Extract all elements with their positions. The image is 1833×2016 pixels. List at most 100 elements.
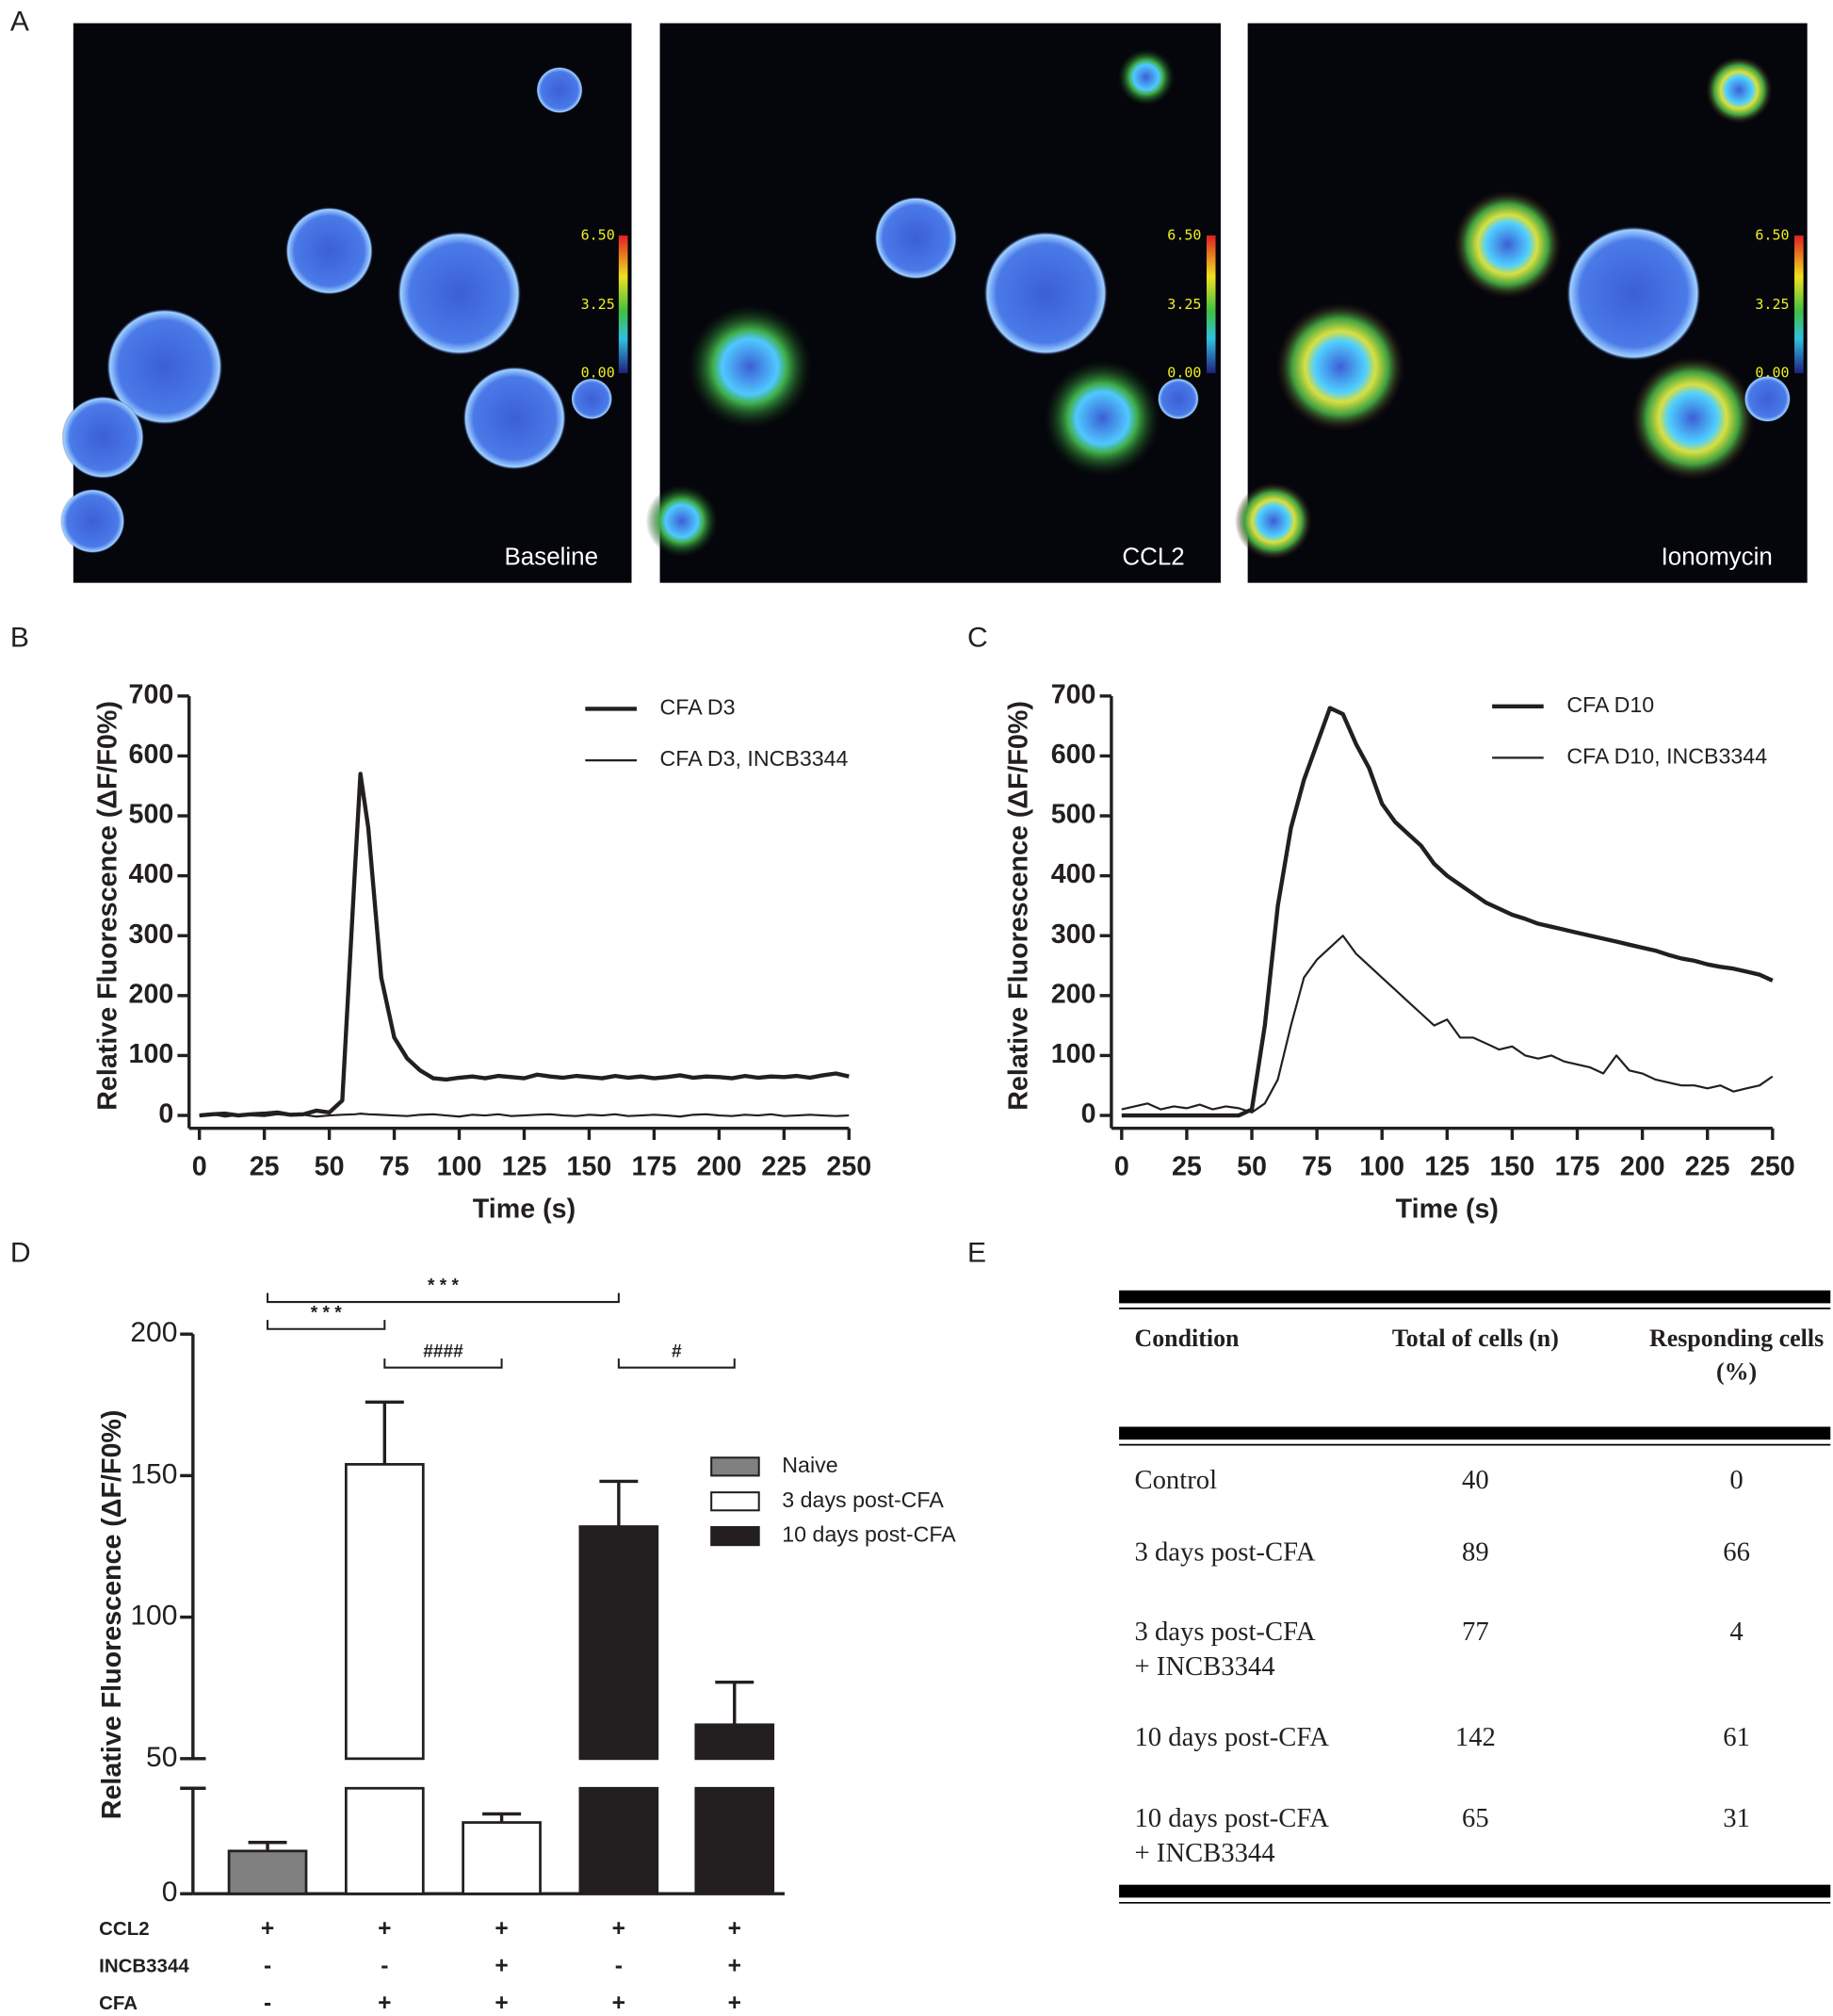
x-tick-label: 75 [380,1152,410,1182]
colorbar-label: 6.50 [581,226,615,243]
micrograph [60,23,632,583]
condition-sign: + [728,1954,741,1979]
legend-label: CFA D10, INCB3344 [1566,744,1767,769]
image-label: Baseline [505,545,598,571]
colorbar-label: 0.00 [581,365,615,382]
legend-swatch [710,1456,760,1477]
micrograph [645,23,1221,583]
condition-sign: + [612,1991,625,2016]
table-cell: 3 days post-CFA [1134,1617,1315,1647]
x-tick-label: 125 [1424,1152,1469,1182]
condition-sign: + [378,1916,391,1942]
y-tick-label: 600 [129,740,174,770]
y-tick-label: 500 [1051,800,1096,830]
x-tick-label: 225 [761,1152,806,1182]
panel-label: B [10,623,29,654]
x-tick-label: 175 [1555,1152,1600,1182]
y-tick-label: 50 [146,1742,177,1773]
bar [344,1786,425,1895]
y-tick-label: 150 [130,1458,177,1489]
x-tick-label: 200 [1620,1152,1665,1182]
y-tick-label: 300 [1051,919,1096,950]
condition-sign: - [264,1991,271,2016]
legend-label: 10 days post-CFA [782,1522,956,1547]
colorbar-label: 0.00 [1755,365,1789,382]
table-header: Responding cells [1649,1325,1824,1352]
x-tick-label: 125 [502,1152,547,1182]
panel-label: E [967,1237,986,1268]
table-cell: 89 [1462,1536,1489,1567]
x-tick-label: 225 [1685,1152,1730,1182]
line-series [199,1113,850,1118]
x-tick-label: 250 [826,1152,871,1182]
micrograph [1234,23,1808,583]
condition-sign: + [495,1916,508,1942]
x-tick-label: 100 [437,1152,482,1182]
legend-swatch [710,1526,760,1547]
table-cell: 61 [1723,1722,1750,1752]
x-tick-label: 0 [1114,1152,1129,1182]
table-header: (%) [1716,1358,1757,1385]
bar [227,1849,308,1895]
condition-label: CCL2 [99,1918,149,1940]
condition-sign: - [615,1954,623,1979]
table-cell: 4 [1729,1617,1743,1647]
y-axis-title: Relative Fluorescence (ΔF/F0%) [1004,701,1034,1111]
colorbar-label: 6.50 [1755,226,1789,243]
significance-label: # [672,1341,682,1361]
condition-sign: + [495,1954,508,1979]
legend-label: Naive [782,1453,837,1477]
x-axis-title: Time (s) [473,1195,576,1225]
condition-sign: + [378,1991,391,2016]
table-cell: 3 days post-CFA [1134,1536,1315,1567]
panel-label: C [967,623,988,654]
table-cell: 10 days post-CFA [1134,1722,1329,1752]
condition-sign: + [728,1991,741,2016]
condition-sign: + [261,1916,274,1942]
y-tick-label: 400 [1051,859,1096,889]
line-series [199,772,850,1118]
table-cell: + INCB3344 [1134,1838,1274,1868]
table-header: Total of cells (n) [1392,1325,1559,1352]
condition-label: CFA [99,1992,138,2014]
bar [694,1723,775,1761]
x-tick-label: 25 [250,1152,280,1182]
image-label: Ionomycin [1662,545,1773,571]
table-header: Condition [1134,1325,1240,1352]
condition-sign: + [495,1991,508,2016]
x-tick-label: 0 [192,1152,207,1182]
x-tick-label: 150 [567,1152,612,1182]
y-tick-label: 400 [129,859,174,889]
y-tick-label: 500 [129,800,174,830]
legend-swatch [710,1491,760,1512]
colorbar-label: 0.00 [1167,365,1201,382]
table-cell: 31 [1723,1803,1750,1833]
x-tick-label: 150 [1490,1152,1535,1182]
y-tick-label: 300 [129,919,174,950]
y-tick-label: 200 [130,1317,177,1348]
y-tick-label: 600 [1051,740,1096,770]
x-tick-label: 200 [696,1152,741,1182]
y-tick-label: 200 [129,979,174,1009]
colorbar-label: 3.25 [581,296,615,313]
significance-bracket [267,1320,386,1330]
y-axis-title: Relative Fluorescence (ΔF/F0%) [97,1410,127,1820]
colorbar-label: 6.50 [1167,226,1201,243]
condition-label: INCB3344 [99,1955,189,1976]
x-tick-label: 100 [1359,1152,1404,1182]
significance-bracket [617,1358,736,1369]
panel-label: A [10,7,29,38]
table-cell: 77 [1462,1617,1489,1647]
significance-label: * * * [311,1303,342,1323]
line-series [1121,935,1774,1114]
condition-sign: + [728,1916,741,1942]
y-tick-label: 700 [1051,679,1096,709]
y-tick-label: 700 [129,679,174,709]
bar [694,1786,775,1895]
table-cell: 0 [1729,1465,1743,1495]
significance-bracket [267,1293,620,1304]
significance-label: * * * [428,1276,459,1296]
